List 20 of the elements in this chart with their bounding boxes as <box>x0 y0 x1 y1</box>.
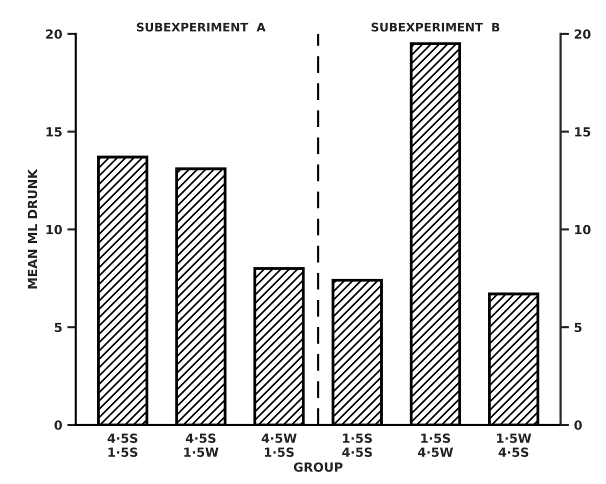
y2-tick-label: 15 <box>575 127 590 137</box>
x-tick-label: 1·5S 4·5W <box>418 434 454 457</box>
x-tick-label: 1·5W 4·5S <box>497 434 532 457</box>
y-tick-label: 20 <box>46 29 62 39</box>
y-tick-label: 15 <box>46 127 62 137</box>
text: SUBEXPERIMENT A <box>136 22 266 32</box>
y2-tick-label: 10 <box>575 224 591 234</box>
y-tick-label: 5 <box>54 322 62 332</box>
x-tick-label: 4·5S 1·5W <box>184 434 218 457</box>
y2-tick-label: 20 <box>574 29 591 39</box>
y-tick-label: 10 <box>46 224 62 234</box>
x-tick-label: 4·5S 1·5S <box>108 434 138 457</box>
x-axis-title: GROUP <box>294 462 343 472</box>
x-tick-label: 1·5S 4·5S <box>342 434 372 457</box>
y-axis-title: MEAN ML DRUNK <box>28 168 38 289</box>
y-tick-label: 0 <box>54 420 62 430</box>
text: SUBEXPERIMENT B <box>372 22 500 32</box>
x-tick-label: 4·5W 1·5S <box>262 434 297 457</box>
y2-tick-label: 5 <box>574 322 582 332</box>
y2-tick-label: 0 <box>574 420 582 430</box>
